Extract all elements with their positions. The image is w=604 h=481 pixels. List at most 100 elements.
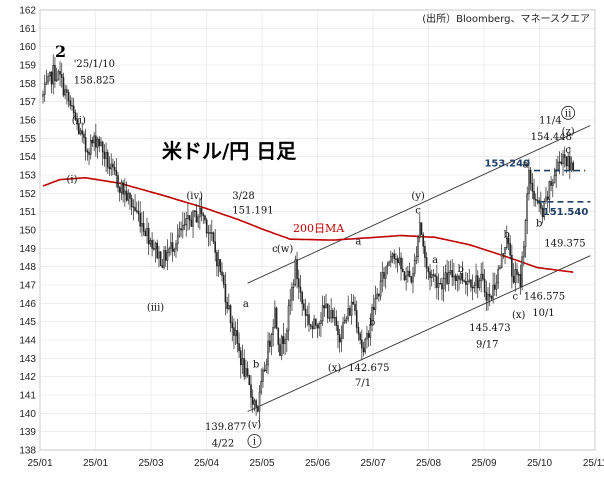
candle [74, 109, 77, 122]
candle [263, 361, 266, 373]
candle-body [505, 237, 508, 248]
candle [118, 185, 121, 202]
candle [267, 331, 269, 375]
candle-body [60, 73, 63, 78]
candle [69, 95, 72, 110]
y-tick-label: 159 [19, 61, 36, 72]
candle-body [347, 308, 349, 319]
candle-body [239, 350, 242, 366]
candle [495, 274, 498, 297]
candle-body [468, 279, 471, 282]
candle [250, 375, 252, 409]
x-tick-label: 25/01 [27, 458, 52, 469]
candle-body [343, 319, 346, 323]
candle-body [238, 343, 240, 352]
candle-body [407, 270, 409, 277]
candle [432, 269, 435, 282]
source-label: (出所）Bloomberg、マネースクエア [422, 12, 590, 25]
candle [204, 214, 206, 224]
y-tick-label: 139 [19, 427, 36, 438]
candle [129, 191, 131, 211]
candle-body [47, 75, 49, 83]
candle-body [284, 339, 286, 344]
candle [135, 201, 138, 214]
candle-body [475, 275, 477, 286]
candle [555, 159, 557, 188]
candle [50, 71, 53, 94]
candle-body [545, 196, 547, 202]
candle [59, 61, 61, 87]
wave-label: 146.575 [524, 292, 565, 303]
candle [453, 262, 455, 286]
candle-body [100, 141, 102, 147]
candle [511, 244, 513, 289]
candle-body [565, 157, 568, 167]
candle-body [463, 280, 465, 282]
wave-degree-label: 2 [55, 42, 66, 61]
candle [388, 260, 390, 266]
candle-body [57, 71, 60, 81]
candle [314, 318, 317, 330]
y-tick-label: 138 [19, 446, 36, 457]
candle [168, 246, 170, 257]
candle-body [127, 193, 130, 201]
candle [210, 219, 213, 241]
candle [110, 153, 112, 176]
candle [311, 321, 314, 339]
candle-body [149, 240, 152, 245]
candle [170, 232, 172, 256]
candle-body [253, 400, 256, 405]
candle-body [274, 307, 276, 328]
candle-body [265, 364, 268, 372]
wave-label: (x) [512, 310, 526, 321]
candle-body [292, 283, 295, 288]
candle [280, 334, 283, 361]
candle [115, 158, 118, 188]
candle [456, 273, 459, 292]
candle-body [55, 79, 58, 82]
candle [357, 322, 360, 341]
candle [185, 211, 188, 237]
candle [378, 293, 380, 302]
candle [376, 287, 378, 300]
wave-label: 139.877 [205, 422, 246, 433]
candle-body [280, 336, 283, 356]
candle-body [562, 154, 564, 165]
candle-body [79, 130, 82, 135]
candle [333, 307, 336, 326]
candle-body [494, 284, 496, 290]
candle-body [112, 163, 114, 168]
candle-body [219, 259, 222, 273]
candle-body [267, 340, 269, 366]
candle-body [357, 327, 360, 335]
wave-label: i [253, 437, 256, 448]
candle [362, 341, 365, 357]
candle-body [214, 241, 217, 253]
candle-body [197, 216, 199, 223]
candle-body [50, 71, 53, 85]
candle-body [427, 267, 430, 273]
candle-body [560, 161, 563, 165]
candle-body [308, 314, 310, 325]
candle [257, 404, 259, 413]
candle-body [72, 105, 75, 114]
candle [171, 232, 174, 262]
ma-200-line [42, 176, 574, 273]
candle [142, 210, 145, 236]
candle-body [210, 232, 213, 234]
candle-body [483, 278, 486, 293]
wave-label: 9/17 [476, 339, 498, 350]
candle-body [110, 163, 112, 170]
candle [134, 194, 136, 212]
wave-label: 7/1 [355, 378, 371, 389]
candle-body [69, 100, 72, 106]
candle [163, 246, 165, 270]
candle [139, 201, 141, 233]
candle [309, 324, 312, 330]
candle [410, 275, 413, 285]
candle [137, 200, 140, 222]
candle-body [193, 210, 196, 212]
candle-body [122, 182, 124, 195]
candle-body [54, 65, 56, 82]
candle-body [78, 123, 80, 135]
